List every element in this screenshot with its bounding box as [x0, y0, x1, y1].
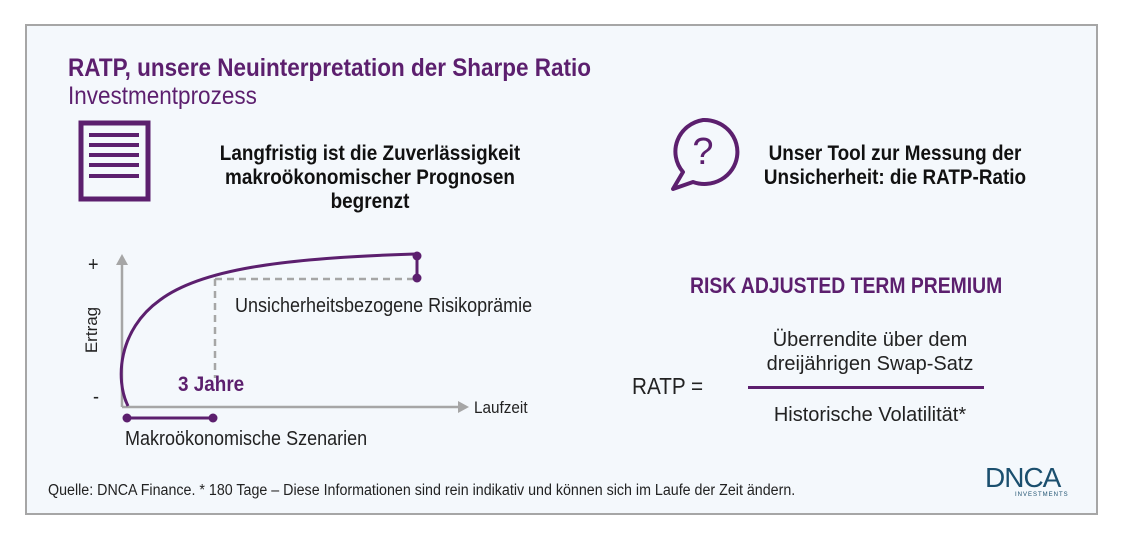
- premium-bottom-dot: [412, 273, 422, 283]
- y-axis-arrow: [116, 254, 128, 265]
- dnca-logo: DNCA INVESTMENTS: [985, 462, 1069, 499]
- logo-subtext: INVESTMENTS: [1015, 492, 1069, 498]
- infographic-frame: [25, 24, 1098, 515]
- logo-text: DNCA: [985, 462, 1061, 493]
- right-heading-line1: Unser Tool zur Messung der: [768, 142, 1022, 165]
- y-plus-label: +: [88, 254, 99, 276]
- term-premium-diagram: [116, 251, 469, 423]
- page-title: RATP, unsere Neuinterpretation der Sharp…: [68, 54, 592, 82]
- left-heading: Langfristig ist die Zuverlässigkeit makr…: [199, 142, 541, 214]
- premium-label: Unsicherheitsbezogene Risikoprämie: [235, 295, 533, 317]
- formula-denominator: Historische Volatilität*: [773, 404, 967, 426]
- numerator-line1: Überrendite über dem: [772, 329, 968, 351]
- left-heading-line1: Langfristig ist die Zuverlässigkeit: [219, 142, 521, 165]
- scenario-start-dot: [122, 413, 132, 423]
- scenario-end-dot: [208, 413, 218, 423]
- question-speech-bubble-icon: ?: [671, 117, 740, 191]
- y-minus-label: -: [93, 386, 100, 408]
- premium-top-dot: [412, 251, 422, 261]
- left-heading-line2: makroökonomischer Prognosen begrenzt: [225, 166, 515, 213]
- formula-heading: RISK ADJUSTED TERM PREMIUM: [690, 273, 1003, 298]
- right-heading-line2: Unsicherheit: die RATP-Ratio: [763, 166, 1027, 189]
- formula-numerator: Überrendite über dem dreijährigen Swap-S…: [750, 328, 990, 376]
- fraction-bar: [748, 386, 984, 389]
- svg-text:?: ?: [692, 131, 713, 173]
- y-axis-label: Ertrag: [82, 306, 101, 354]
- page-subtitle: Investmentprozess: [68, 82, 257, 110]
- yield-curve: [119, 252, 416, 407]
- formula-lhs: RATP =: [632, 373, 704, 399]
- footer-source: Quelle: DNCA Finance. * 180 Tage – Diese…: [48, 482, 796, 499]
- three-years-label: 3 Jahre: [178, 373, 245, 396]
- document-lines-icon: [78, 120, 151, 202]
- scenario-label: Makroökonomische Szenarien: [125, 428, 368, 450]
- x-axis-arrow: [458, 401, 469, 413]
- x-axis-label: Laufzeit: [474, 398, 528, 417]
- numerator-line2: dreijährigen Swap-Satz: [766, 353, 974, 375]
- right-heading: Unser Tool zur Messung der Unsicherheit:…: [738, 142, 1053, 190]
